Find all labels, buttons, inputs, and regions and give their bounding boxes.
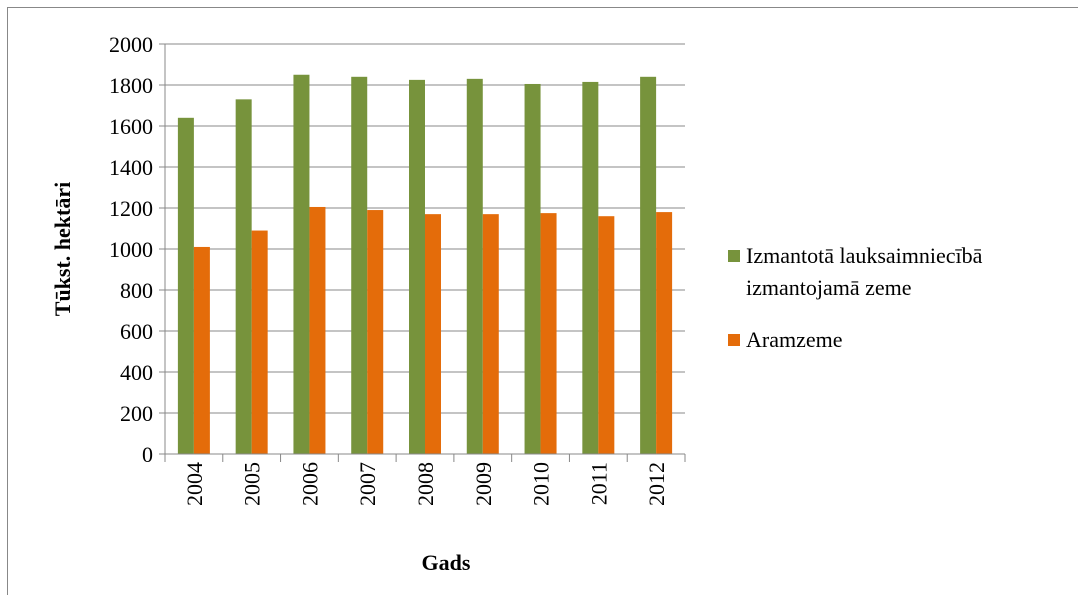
bar xyxy=(251,230,268,454)
legend-swatch xyxy=(728,334,740,346)
y-tick-label: 1200 xyxy=(109,196,153,221)
bar xyxy=(235,99,252,454)
y-tick-label: 400 xyxy=(120,360,153,385)
bar xyxy=(482,214,499,454)
bar xyxy=(656,212,673,454)
legend-entry: Izmantotā lauksaimniecībā izmantojamā ze… xyxy=(728,240,1046,304)
y-tick-label: 800 xyxy=(120,278,153,303)
y-axis-title: Tūkst. hektāri xyxy=(50,182,75,316)
y-tick-label: 1400 xyxy=(109,155,153,180)
x-tick-label: 2008 xyxy=(413,462,438,506)
legend-swatch xyxy=(728,250,740,262)
bar xyxy=(409,79,425,454)
y-tick-label: 1800 xyxy=(109,73,153,98)
legend-entry: Aramzeme xyxy=(728,324,1046,356)
bar xyxy=(466,78,483,454)
y-tick-label: 200 xyxy=(120,401,153,426)
x-tick-label: 2005 xyxy=(240,462,265,506)
bar xyxy=(193,246,210,454)
bar xyxy=(540,213,557,454)
bar xyxy=(367,210,384,454)
y-tick-label: 1600 xyxy=(109,114,153,139)
bar xyxy=(351,76,368,455)
x-tick-label: 2006 xyxy=(297,462,322,506)
bar xyxy=(309,206,326,454)
x-tick-label: 2010 xyxy=(529,462,554,506)
x-tick-label: 2009 xyxy=(471,462,496,506)
x-tick-label: 2004 xyxy=(182,462,207,506)
bar xyxy=(598,216,615,454)
bar xyxy=(293,74,310,454)
x-tick-label: 2011 xyxy=(586,462,611,505)
bar xyxy=(524,83,541,454)
bar xyxy=(425,214,441,454)
bar xyxy=(640,76,657,455)
x-tick-label: 2012 xyxy=(644,462,669,506)
y-tick-label: 600 xyxy=(120,319,153,344)
y-tick-label: 1000 xyxy=(109,237,153,262)
bar xyxy=(177,117,194,455)
x-tick-label: 2007 xyxy=(355,462,380,506)
y-tick-label: 0 xyxy=(142,442,153,467)
x-axis-title: Gads xyxy=(422,550,471,575)
y-tick-label: 2000 xyxy=(109,32,153,57)
legend-label: Aramzeme xyxy=(746,327,843,352)
legend-label: Izmantotā lauksaimniecībā izmantojamā ze… xyxy=(746,243,983,300)
bar xyxy=(582,81,599,455)
chart-border xyxy=(7,7,1078,595)
